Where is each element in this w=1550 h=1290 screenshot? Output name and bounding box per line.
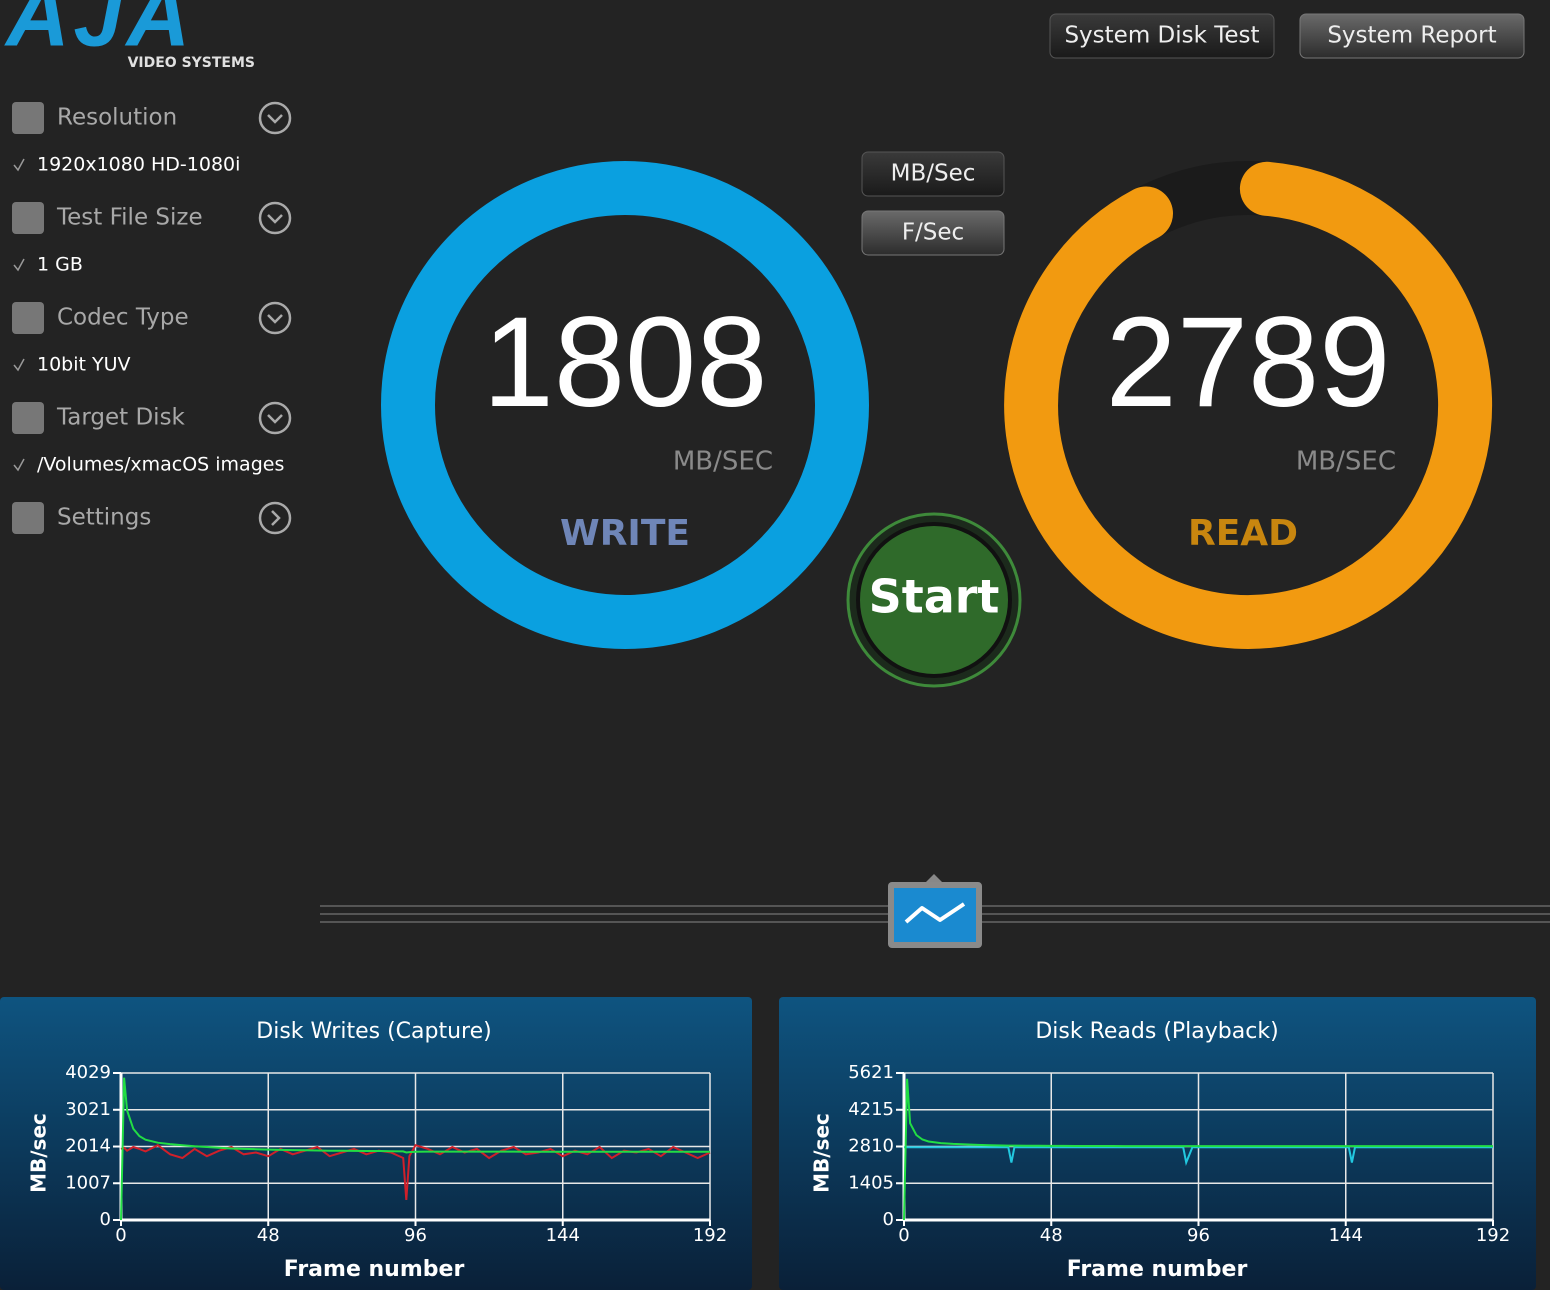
y-axis-label: MB/sec bbox=[27, 1113, 51, 1193]
menu-chevron[interactable] bbox=[258, 301, 292, 335]
y-tick-label: 2810 bbox=[848, 1136, 894, 1157]
x-axis-label: Frame number bbox=[284, 1257, 465, 1282]
chevron-arrow bbox=[267, 414, 283, 424]
menu-value: 10bit YUV bbox=[37, 354, 131, 376]
menu-chevron[interactable] bbox=[258, 101, 292, 135]
y-axis-label: MB/sec bbox=[810, 1113, 834, 1193]
chevron-arrow bbox=[267, 214, 283, 224]
series-line bbox=[120, 1077, 710, 1221]
toggle-label[interactable]: MB/Sec bbox=[891, 161, 976, 187]
button-label[interactable]: System Disk Test bbox=[1064, 23, 1259, 49]
chevron-arrow bbox=[271, 510, 281, 526]
y-tick-label: 3021 bbox=[65, 1099, 111, 1120]
series-line bbox=[903, 1078, 1493, 1221]
menu-chevron[interactable] bbox=[258, 401, 292, 435]
x-tick-label: 48 bbox=[1040, 1225, 1063, 1246]
write-label: WRITE bbox=[560, 513, 690, 554]
series-line bbox=[904, 1146, 1493, 1166]
chevron-arrow bbox=[267, 114, 283, 124]
x-tick-label: 96 bbox=[1187, 1225, 1210, 1246]
menu-icon bbox=[12, 302, 44, 334]
sidebar: Resolution 1920x1080 HD-1080i Test File Si… bbox=[12, 101, 292, 535]
chart-title: Disk Writes (Capture) bbox=[256, 1019, 491, 1044]
x-axis-label: Frame number bbox=[1067, 1257, 1248, 1282]
x-tick-label: 0 bbox=[115, 1225, 126, 1246]
write-chart-panel bbox=[0, 997, 752, 1290]
logo: AJA bbox=[4, 0, 194, 64]
series-line bbox=[120, 1144, 711, 1200]
system-report-button[interactable]: System Report bbox=[1299, 13, 1525, 59]
menu-icon bbox=[12, 502, 44, 534]
x-tick-label: 48 bbox=[257, 1225, 280, 1246]
y-tick-label: 2014 bbox=[65, 1136, 111, 1157]
x-tick-label: 192 bbox=[693, 1225, 727, 1246]
x-tick-label: 144 bbox=[546, 1225, 580, 1246]
write-unit: MB/SEC bbox=[673, 447, 773, 477]
check-mark bbox=[13, 458, 25, 472]
menu-label: Test File Size bbox=[56, 205, 203, 231]
menu-label: Codec Type bbox=[57, 305, 189, 331]
read-chart-panel bbox=[779, 997, 1536, 1290]
y-tick-label: 1405 bbox=[848, 1172, 894, 1193]
check-mark bbox=[13, 358, 25, 372]
menu-label: Resolution bbox=[57, 105, 177, 131]
read-gauge-ring bbox=[1004, 161, 1493, 649]
menu-icon bbox=[12, 202, 44, 234]
graph-toggle-button[interactable] bbox=[888, 874, 982, 948]
button-label[interactable]: System Report bbox=[1327, 23, 1496, 49]
menu-value: /Volumes/xmacOS images bbox=[37, 454, 284, 476]
chart-title: Disk Reads (Playback) bbox=[1035, 1019, 1278, 1044]
read-value: 2789 bbox=[1106, 291, 1391, 434]
menu-label: Settings bbox=[57, 505, 151, 531]
x-tick-label: 96 bbox=[404, 1225, 427, 1246]
x-tick-label: 0 bbox=[898, 1225, 909, 1246]
menu-value: 1 GB bbox=[37, 254, 83, 276]
y-tick-label: 0 bbox=[883, 1209, 894, 1230]
chevron-arrow bbox=[267, 314, 283, 324]
y-tick-label: 1007 bbox=[65, 1172, 111, 1193]
x-tick-label: 192 bbox=[1476, 1225, 1510, 1246]
write-gauge-ring bbox=[381, 161, 869, 649]
read-label: READ bbox=[1188, 513, 1298, 554]
read-unit: MB/SEC bbox=[1296, 447, 1396, 477]
y-tick-label: 0 bbox=[100, 1209, 111, 1230]
x-tick-label: 144 bbox=[1329, 1225, 1363, 1246]
menu-label: Target Disk bbox=[56, 405, 186, 431]
y-tick-label: 4215 bbox=[848, 1099, 894, 1120]
toggle-label[interactable]: F/Sec bbox=[902, 220, 964, 246]
start-label[interactable]: Start bbox=[869, 570, 1000, 624]
system-disk-test-button[interactable]: System Disk Test bbox=[1049, 13, 1275, 59]
check-mark bbox=[13, 158, 25, 172]
start-button[interactable]: Start bbox=[846, 512, 1022, 688]
fsec-toggle[interactable]: F/Sec bbox=[861, 210, 1005, 256]
logo-subtitle: VIDEO SYSTEMS bbox=[128, 55, 255, 71]
menu-chevron[interactable] bbox=[258, 501, 292, 535]
write-value: 1808 bbox=[483, 291, 768, 434]
menu-chevron[interactable] bbox=[258, 201, 292, 235]
menu-value: 1920x1080 HD-1080i bbox=[37, 154, 240, 176]
check-mark bbox=[13, 258, 25, 272]
menu-icon bbox=[12, 402, 44, 434]
y-tick-label: 5621 bbox=[848, 1062, 894, 1083]
mbsec-toggle[interactable]: MB/Sec bbox=[861, 151, 1005, 197]
menu-icon bbox=[12, 102, 44, 134]
y-tick-label: 4029 bbox=[65, 1062, 111, 1083]
